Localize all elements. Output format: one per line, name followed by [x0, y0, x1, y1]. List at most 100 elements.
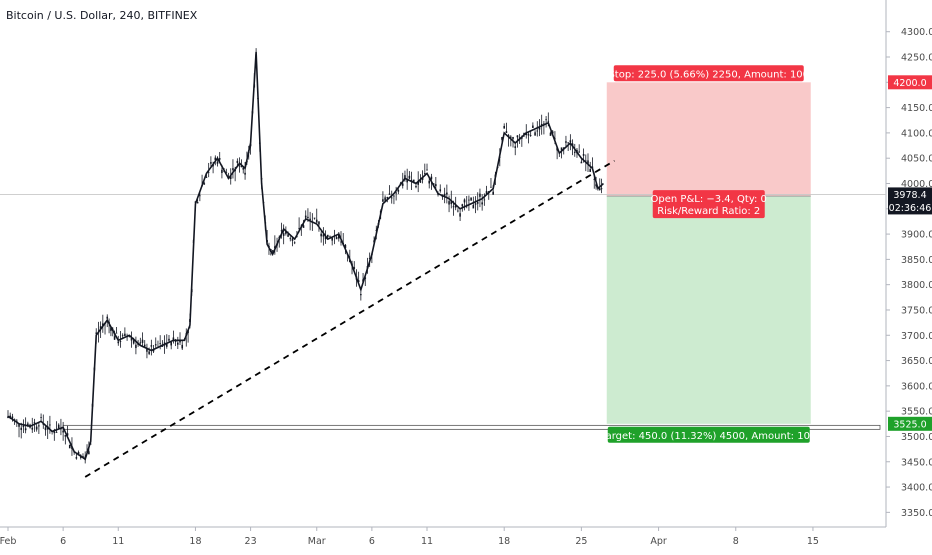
target-label-bg[interactable] — [607, 426, 810, 443]
candle-body — [545, 119, 547, 121]
candle-body — [565, 141, 567, 143]
candle-body — [578, 151, 580, 153]
candle-body — [115, 332, 118, 334]
x-tick-label: Mar — [308, 536, 326, 547]
candle-body — [426, 169, 428, 171]
candle-body — [35, 426, 38, 430]
y-tick-label: 4100.0 — [901, 128, 932, 139]
x-tick-label: 6 — [369, 536, 375, 547]
candle-body — [143, 344, 146, 347]
candle-body — [393, 195, 395, 197]
candle-body — [410, 179, 413, 181]
candle-body — [415, 186, 417, 188]
candle-body — [446, 192, 448, 195]
candle-body — [196, 202, 199, 204]
candle-body — [421, 177, 424, 180]
candle-body — [313, 217, 316, 219]
candle-body — [309, 218, 311, 221]
y-tick-label: 3550.0 — [901, 407, 932, 418]
candle-body — [582, 154, 585, 156]
candle-body — [170, 342, 172, 346]
candle-body — [483, 199, 486, 201]
x-tick-label: 23 — [245, 536, 257, 547]
candle-body — [242, 167, 245, 170]
candle-body — [384, 197, 386, 201]
candle-body — [146, 348, 148, 352]
x-tick-label: 15 — [807, 536, 819, 547]
pl-label-line: Open P&L: −3.4, Qty: 0 — [651, 194, 767, 205]
candle-body — [95, 332, 98, 334]
x-tick-label: Feb — [0, 536, 16, 547]
candle-body — [591, 166, 594, 168]
candle-body — [322, 234, 325, 237]
y-tick-label: 3450.0 — [901, 457, 932, 468]
candle-body — [203, 183, 206, 185]
candle-body — [395, 192, 397, 194]
stop-zone[interactable] — [606, 82, 811, 197]
candle-body — [132, 340, 135, 344]
candle-body — [141, 339, 144, 343]
trendline[interactable] — [84, 159, 615, 478]
candle-body — [532, 125, 534, 128]
candle-body — [22, 425, 25, 428]
candle-body — [474, 203, 477, 205]
y-tick-label: 4150.0 — [901, 103, 932, 114]
candle-body — [344, 244, 347, 249]
candle-body — [49, 424, 51, 426]
target-zone[interactable] — [606, 196, 811, 424]
candle-body — [408, 175, 411, 179]
candle-body — [214, 157, 217, 161]
candle-body — [481, 202, 483, 205]
candle-body — [503, 125, 505, 129]
candle-body — [461, 204, 464, 207]
candle-body — [382, 199, 384, 202]
candle-body — [340, 241, 342, 243]
candle-body — [181, 344, 184, 349]
candle-body — [338, 235, 340, 239]
pl-label-line: Risk/Reward Ratio: 2 — [657, 206, 760, 217]
candle-body — [454, 204, 457, 208]
candle-body — [130, 337, 133, 341]
price-series — [7, 51, 604, 461]
candle-body — [598, 188, 601, 191]
candle-body — [55, 431, 58, 433]
y-tick-label: 3650.0 — [901, 356, 932, 367]
candle-body — [397, 189, 400, 192]
candle-body — [99, 326, 102, 330]
candle-body — [124, 333, 126, 337]
candle-body — [304, 215, 307, 218]
candle-body — [569, 140, 572, 143]
candle-body — [135, 344, 137, 349]
y-tick-label: 4300.0 — [901, 27, 932, 38]
candle-body — [538, 127, 541, 130]
candle-body — [406, 179, 408, 183]
chart-title: Bitcoin / U.S. Dollar, 240, BITFINEX — [6, 9, 198, 22]
pl-label-bg[interactable] — [652, 190, 765, 219]
stop-label-bg[interactable] — [613, 65, 804, 82]
x-tick-label: 11 — [112, 536, 124, 547]
candle-body — [476, 202, 479, 204]
candle-body — [38, 425, 40, 427]
candle-body — [229, 176, 232, 179]
x-tick-label: 8 — [733, 536, 739, 547]
candle-body — [584, 160, 587, 162]
candle-body — [468, 199, 470, 201]
candle-body — [419, 180, 422, 183]
target-label: Target: 450.0 (11.32%) 4500, Amount: 100 — [600, 431, 816, 442]
candle-body — [368, 258, 371, 259]
candle-body — [479, 193, 481, 197]
candle-body — [357, 280, 360, 283]
candle-body — [536, 130, 539, 132]
current-price-badge-bg — [888, 187, 932, 215]
candle-body — [110, 327, 112, 331]
stop-price-badge-bg — [888, 75, 932, 90]
candle-body — [512, 136, 514, 139]
candle-body — [326, 234, 329, 238]
y-tick-label: 3350.0 — [901, 508, 932, 519]
candle-body — [18, 423, 20, 427]
candle-body — [505, 131, 508, 134]
candle-body — [595, 184, 597, 187]
candle-body — [388, 193, 391, 195]
candle-body — [335, 236, 338, 240]
